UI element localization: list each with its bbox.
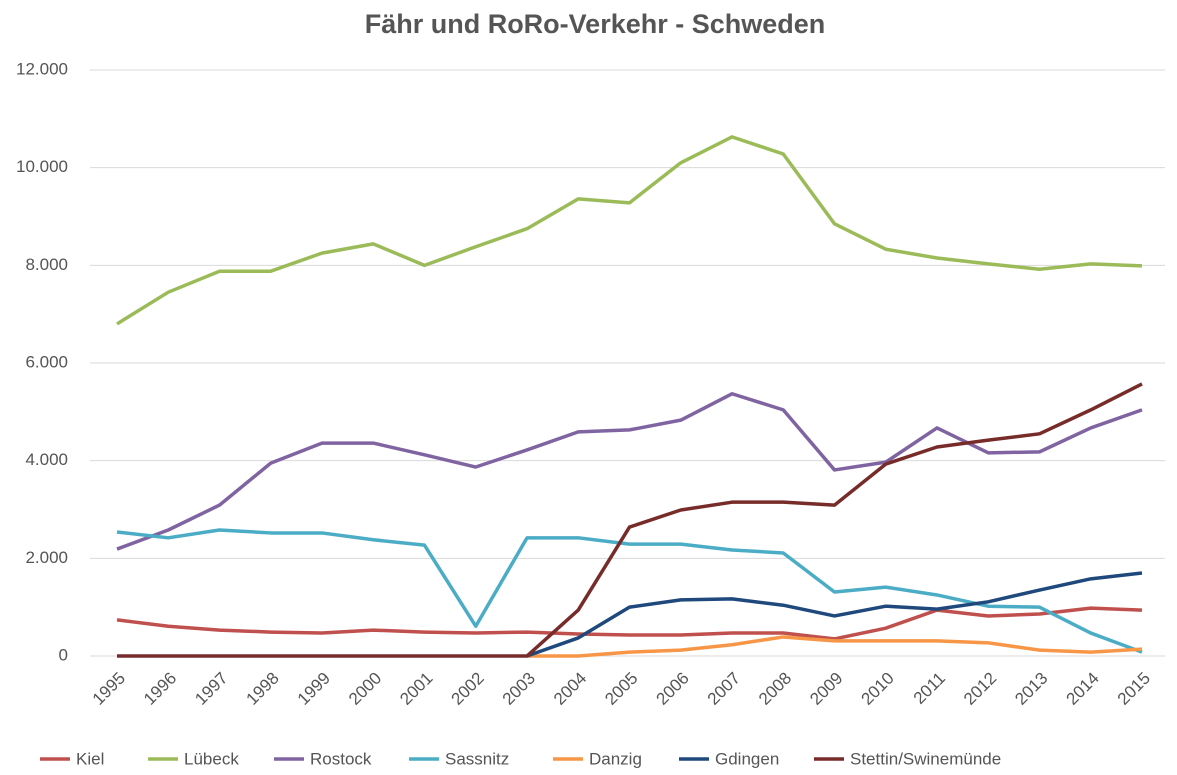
y-tick-label: 10.000 [16,157,68,176]
legend-label: Gdingen [715,749,779,768]
x-tick-label: 2011 [910,669,949,708]
x-tick-label: 2002 [448,669,488,709]
x-tick-label: 2001 [396,669,436,709]
legend-label: Danzig [589,749,642,768]
x-tick-label: 2007 [704,669,744,709]
series-line [116,135,1143,326]
x-tick-label: 2014 [1063,669,1103,709]
y-tick-label: 4.000 [25,450,68,469]
x-tick-label: 2005 [601,669,641,709]
x-tick-label: 1995 [89,669,129,709]
legend-label: Lübeck [184,749,239,768]
legend-label: Stettin/Swinemünde [850,749,1001,768]
legend-label: Sassnitz [445,749,509,768]
x-tick-label: 1996 [140,669,180,709]
legend-label: Kiel [76,749,104,768]
chart-title: Fähr und RoRo-Verkehr - Schweden [365,9,826,39]
x-tick-label: 2003 [499,669,539,709]
series-line [117,382,1143,658]
x-tick-label: 1997 [191,669,231,709]
series-line [526,571,1143,658]
x-tick-label: 2012 [960,669,1000,709]
series-line [116,528,1143,654]
y-tick-label: 12.000 [16,59,68,78]
x-tick-label: 2004 [550,669,590,709]
x-tick-label: 2006 [653,669,693,709]
legend-label: Rostock [310,749,372,768]
x-tick-label: 2010 [858,669,898,709]
y-tick-label: 8.000 [25,255,68,274]
series-line [116,392,1143,551]
x-tick-label: 2009 [806,669,846,709]
x-tick-label: 2015 [1114,669,1154,709]
y-tick-label: 6.000 [25,352,68,371]
x-tick-label: 2000 [345,669,385,709]
series-line [527,635,1143,658]
x-tick-label: 2008 [755,669,795,709]
x-tick-label: 1999 [294,669,334,709]
y-tick-label: 2.000 [25,548,68,567]
y-tick-label: 0 [59,645,68,664]
x-tick-label: 2013 [1011,669,1051,709]
series-line [116,606,1143,641]
x-tick-label: 1998 [243,669,283,709]
